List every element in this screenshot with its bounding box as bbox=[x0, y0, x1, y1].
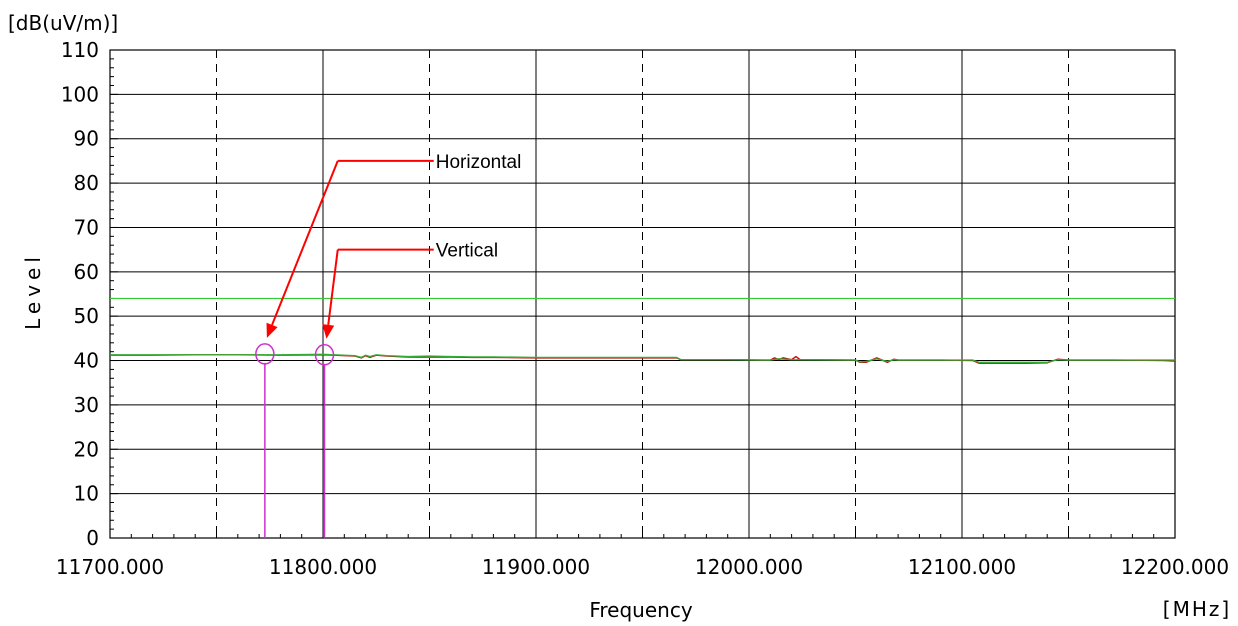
y-tick-label: 40 bbox=[74, 349, 99, 373]
x-tick-label: 11700.000 bbox=[56, 555, 164, 579]
y-axis-label: Level bbox=[21, 252, 45, 330]
plot-frame bbox=[109, 49, 1176, 539]
x-tick-label: 12200.000 bbox=[1121, 555, 1229, 579]
annotation-layer: Horizontal Vertical bbox=[266, 152, 522, 339]
x-tick-label: 12000.000 bbox=[695, 555, 803, 579]
series-layer bbox=[110, 297, 1176, 364]
y-tick-label: 30 bbox=[74, 393, 99, 417]
y-tick-label: 90 bbox=[74, 127, 99, 151]
x-tick-label: 11800.000 bbox=[269, 555, 377, 579]
y-tick-label: 60 bbox=[74, 260, 99, 284]
annotation-label-1: Horizontal bbox=[436, 152, 522, 173]
x-unit-label: [MHz] bbox=[1163, 597, 1231, 621]
series-line-2 bbox=[110, 353, 1175, 363]
y-tick-label: 110 bbox=[61, 38, 99, 62]
y-tick-label: 0 bbox=[86, 526, 99, 550]
annotation-arrowhead-2 bbox=[322, 324, 335, 339]
annotation-arrow-1 bbox=[271, 160, 339, 326]
marker-layer bbox=[255, 343, 335, 538]
y-tick-label: 70 bbox=[74, 215, 99, 239]
y-tick-label: 10 bbox=[74, 482, 99, 506]
x-tick-label: 12100.000 bbox=[908, 555, 1016, 579]
annotation-arrowhead-1 bbox=[266, 322, 278, 338]
x-tick-label: 11900.000 bbox=[482, 555, 590, 579]
y-tick-label: 100 bbox=[61, 82, 99, 106]
y-tick-label: 20 bbox=[74, 437, 99, 461]
y-unit-label: [dB(uV/m)] bbox=[8, 11, 118, 35]
y-tick-label: 80 bbox=[74, 171, 99, 195]
marker-circle-2 bbox=[314, 344, 335, 366]
y-tick-label: 50 bbox=[74, 304, 99, 328]
x-axis-label: Frequency bbox=[589, 598, 692, 622]
tick-labels: 0 10 20 30 40 50 60 70 80 90 100 110 11700.000 11800.… bbox=[56, 38, 1229, 579]
annotation-label-2: Vertical bbox=[436, 241, 498, 262]
marker-circle-1 bbox=[255, 343, 275, 365]
grid bbox=[109, 49, 1176, 539]
annotation-arrow-2 bbox=[327, 249, 339, 326]
